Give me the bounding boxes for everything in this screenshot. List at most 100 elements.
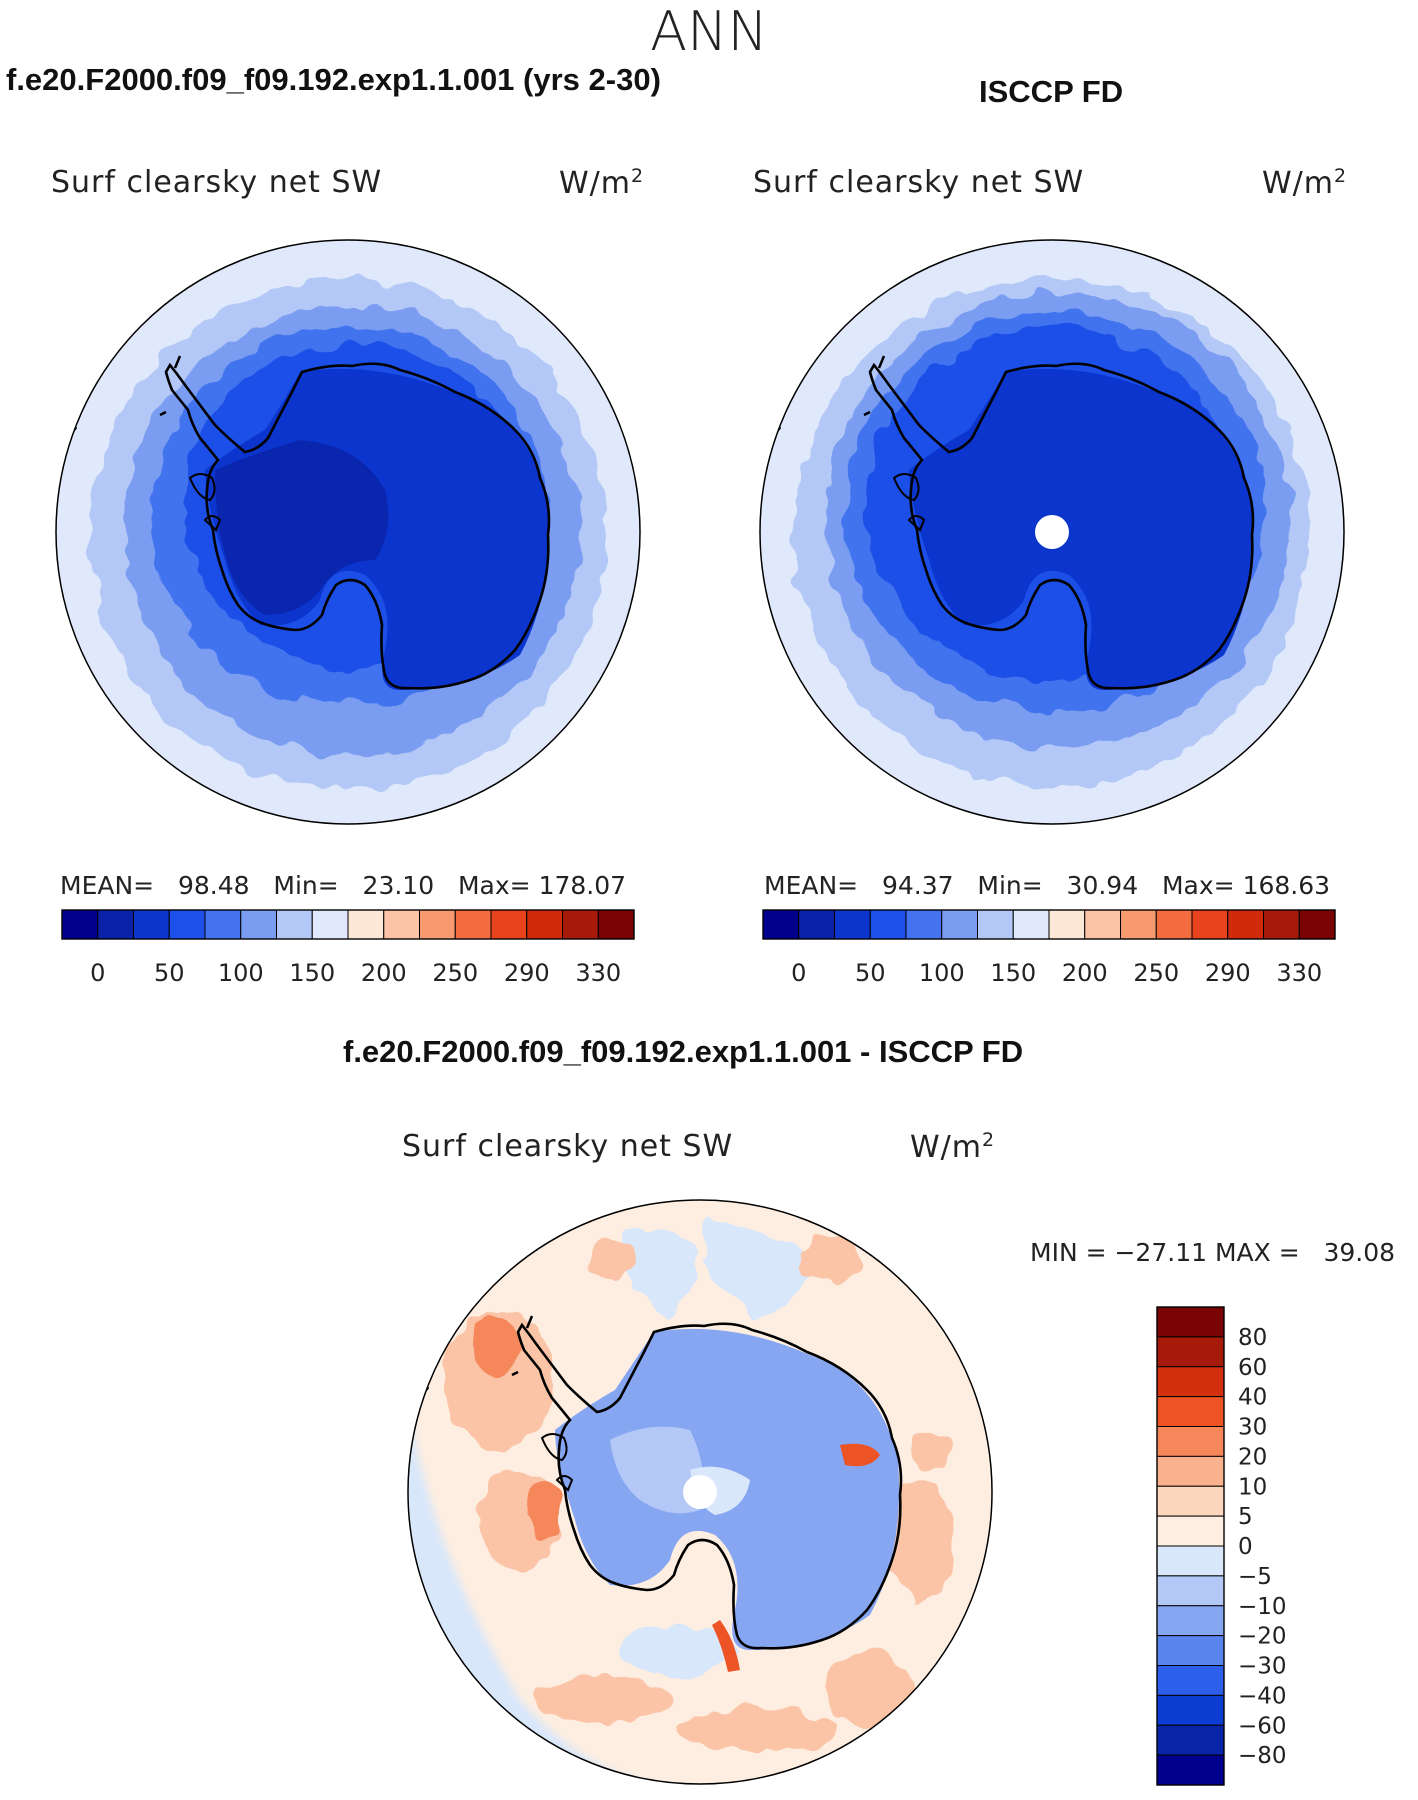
obs-colorbar-box [1298,909,1336,940]
obs-colorbar-box [798,909,835,940]
diff-colorbar-box [1156,1665,1225,1696]
model-colorbar-tick-label: 250 [432,959,478,987]
obs-colorbar-box [1227,909,1264,940]
diff-colorbar-box [1156,1605,1225,1637]
obs-panel-title: ISCCP FD [979,74,1124,109]
obs-colorbar-box [762,909,800,940]
model-colorbar-tick-label: 0 [90,959,105,987]
obs-colorbar-box [1084,909,1121,940]
figure-suptitle: ANN [650,0,768,63]
diff-colorbar-tick-label: 0 [1238,1534,1253,1560]
model-colorbar-box [61,909,99,940]
diff-colorbar-tick-label: −30 [1238,1654,1287,1680]
obs-colorbar-tick-label: 50 [855,959,886,987]
model-colorbar-box [204,909,242,940]
diff-colorbar-tick-label: 5 [1238,1504,1253,1530]
obs-colorbar-tick-label: 100 [919,959,965,987]
model-colorbar-box [240,909,277,940]
model-units-label: W/m2 [559,165,645,201]
diff-colorbar-box [1156,1366,1225,1398]
obs-colorbar-box [1048,909,1086,940]
diff-colorbar-tick-label: 60 [1238,1355,1267,1381]
obs-map [760,240,1344,824]
obs-colorbar-box [905,909,943,940]
diff-colorbar-box [1156,1694,1225,1726]
model-colorbar-box [597,909,635,940]
diff-coastline [516,1322,903,1650]
diff-minmax: MIN = −27.11 MAX = 39.08 [1030,1238,1396,1267]
diff-colorbar-box [1156,1724,1225,1756]
model-colorbar-box [454,909,492,940]
model-colorbar-box [168,909,206,940]
diff-colorbar-box [1156,1754,1225,1786]
diff-colorbar-tick-label: 30 [1238,1415,1267,1441]
model-panel-title: f.e20.F2000.f09_f09.192.exp1.1.001 (yrs … [6,62,661,97]
model-colorbar: 0 50 100 150 200 250 290 330 [61,909,635,987]
model-colorbar-box [347,909,385,940]
diff-colorbar-tick-label: −60 [1238,1713,1287,1739]
diff-colorbar-box [1156,1515,1225,1547]
model-colorbar-box [276,909,313,940]
obs-coastline [868,362,1255,690]
obs-colorbar-tick-label: 330 [1276,959,1322,987]
obs-map-border [759,239,1345,825]
diff-colorbar-box [1156,1485,1225,1517]
model-colorbar-tick-label: 330 [575,959,621,987]
diff-colorbar-box [1156,1635,1225,1666]
diff-colorbar-box [1156,1306,1225,1338]
model-colorbar-box [311,909,349,940]
model-colorbar-box [562,909,599,940]
model-colorbar-tick-label: 50 [154,959,185,987]
model-colorbar-box [419,909,456,940]
diff-colorbar: 80 60 40 30 20 10 5 0 −5 −10 −20 −30 −40 −60 −80 [1156,1306,1287,1786]
model-variable-label: Surf clearsky net SW [51,165,383,200]
model-colorbar-tick-label: 150 [289,959,335,987]
model-colorbar-box [526,909,563,940]
obs-stats: MEAN= 94.37 Min= 30.94 Max= 168.63 [764,871,1331,900]
model-map-border [55,239,641,825]
model-colorbar-box [133,909,170,940]
diff-colorbar-tick-label: −20 [1238,1624,1287,1650]
diff-colorbar-box [1156,1455,1225,1487]
diff-colorbar-box [1156,1396,1225,1427]
obs-colorbar-box [1191,909,1229,940]
diff-colorbar-box [1156,1336,1225,1368]
model-colorbar-box [490,909,528,940]
obs-colorbar-tick-label: 200 [1062,959,1108,987]
obs-variable-label: Surf clearsky net SW [753,165,1085,200]
obs-units-label: W/m2 [1262,165,1348,201]
diff-colorbar-tick-label: −5 [1238,1564,1272,1590]
diff-units-label: W/m2 [910,1129,996,1165]
obs-colorbar-box [1120,909,1157,940]
obs-colorbar-box [941,909,978,940]
diff-colorbar-tick-label: −10 [1238,1594,1287,1620]
diff-colorbar-tick-label: −40 [1238,1683,1287,1709]
diff-colorbar-box [1156,1575,1225,1607]
obs-colorbar-box [977,909,1014,940]
obs-colorbar-tick-label: 250 [1133,959,1179,987]
model-map [56,240,640,824]
model-colorbar-tick-label: 100 [218,959,264,987]
diff-colorbar-tick-label: −80 [1238,1743,1287,1769]
model-colorbar-tick-label: 290 [504,959,550,987]
obs-colorbar-box [1263,909,1300,940]
model-stats: MEAN= 98.48 Min= 23.10 Max= 178.07 [60,871,627,900]
obs-colorbar-box [1012,909,1050,940]
model-colorbar-box [383,909,420,940]
diff-colorbar-tick-label: 20 [1238,1444,1267,1470]
obs-colorbar: 0 50 100 150 200 250 290 330 [762,909,1336,987]
obs-colorbar-tick-label: 150 [990,959,1036,987]
diff-missing-pole [683,1475,717,1509]
obs-missing-pole [1035,515,1069,549]
model-colorbar-box [97,909,134,940]
diff-colorbar-box [1156,1426,1225,1457]
diff-panel-title: f.e20.F2000.f09_f09.192.exp1.1.001 - ISC… [343,1034,1024,1069]
diff-colorbar-tick-label: 80 [1238,1325,1267,1351]
diff-colorbar-box [1156,1545,1225,1577]
diff-map-border [407,1199,993,1785]
obs-colorbar-box [869,909,907,940]
diff-variable-label: Surf clearsky net SW [402,1129,734,1164]
obs-colorbar-tick-label: 290 [1205,959,1251,987]
model-coastline [164,362,551,690]
